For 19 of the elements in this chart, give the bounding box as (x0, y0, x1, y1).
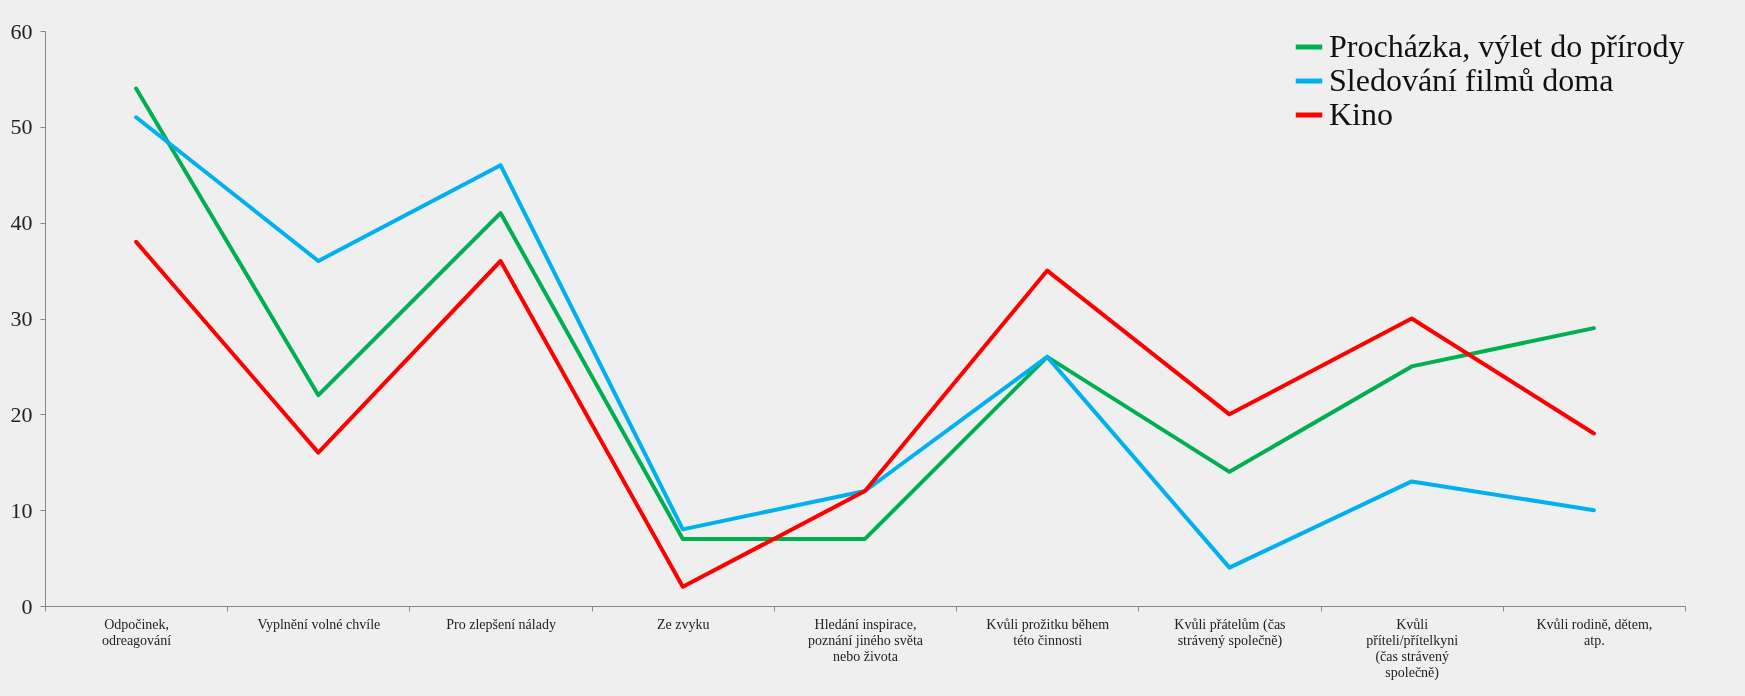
x-tick-label: Kvůli přátelům (čas strávený společně) (1174, 616, 1286, 649)
y-tick-label: 60 (10, 18, 33, 44)
x-tick-label: Kvůli rodině, dětem, atp. (1536, 616, 1653, 648)
x-tick-label: Kvůli prožitku během této činnosti (986, 616, 1110, 648)
y-tick-label: 10 (10, 497, 33, 523)
x-tick-label: Odpočinek, odreagování (102, 616, 172, 648)
y-tick-label: 20 (10, 401, 33, 427)
x-tick-label: Kvůli příteli/přítelkyni (čas strávený společně) (1366, 616, 1459, 681)
x-tick-label: Ze zvyku (657, 616, 710, 632)
y-tick-label: 50 (10, 114, 33, 140)
legend-label: Procházka, výlet do přírody (1329, 28, 1685, 64)
x-tick-label: Pro zlepšení nálady (446, 616, 556, 632)
line-series (134, 239, 1596, 589)
y-tick-label: 30 (10, 306, 33, 331)
x-tick-label: Hledání inspirace, poznání jiného světa nebo života (807, 616, 924, 664)
y-tick-label: 0 (21, 593, 33, 619)
y-tick-label: 40 (10, 210, 33, 236)
legend-label: Kino (1329, 96, 1393, 132)
x-tick-label: Vyplnění volné chvíle (257, 616, 381, 632)
